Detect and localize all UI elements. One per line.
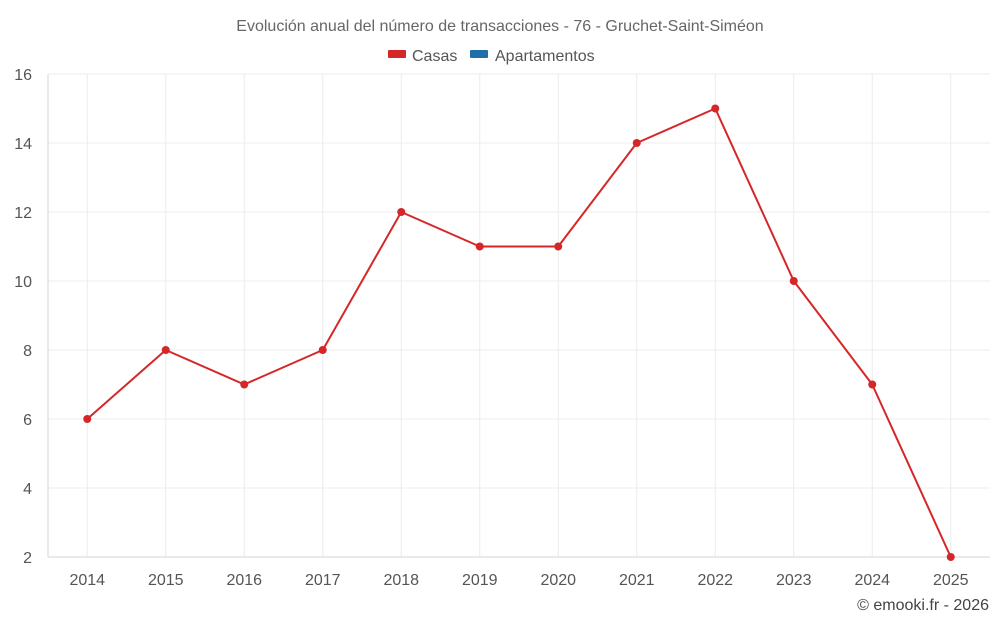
- data-point-casas-2025[interactable]: [946, 553, 955, 561]
- y-tick-label: 16: [14, 67, 32, 84]
- x-tick-label: 2020: [540, 572, 576, 589]
- legend-swatch-casas: [388, 50, 406, 58]
- data-point-casas-2014[interactable]: [83, 415, 92, 423]
- data-point-casas-2022[interactable]: [711, 104, 720, 113]
- series: [83, 104, 955, 561]
- y-tick-label: 4: [23, 481, 32, 498]
- legend-swatch-apartamentos: [470, 50, 488, 58]
- data-point-casas-2018[interactable]: [397, 208, 406, 216]
- data-point-casas-2023[interactable]: [789, 277, 798, 285]
- y-tick-label: 14: [14, 136, 32, 153]
- x-tick-label: 2017: [305, 572, 341, 589]
- y-axis-ticks: 16 14 12 10 8 6 4 2: [14, 67, 32, 567]
- x-axis-ticks: 2014 2015 2016 2017 2018 2019 2020 2021 2022 2023…: [69, 572, 968, 589]
- legend-label-casas: Casas: [412, 48, 457, 65]
- x-tick-label: 2022: [697, 572, 733, 589]
- data-point-casas-2020[interactable]: [554, 242, 563, 251]
- grid: [48, 73, 990, 557]
- x-tick-label: 2018: [383, 572, 419, 589]
- data-point-casas-2017[interactable]: [318, 346, 327, 354]
- x-tick-label: 2023: [776, 572, 812, 589]
- x-tick-label: 2015: [148, 572, 184, 589]
- data-point-casas-2024[interactable]: [868, 380, 877, 389]
- data-point-casas-2019[interactable]: [475, 242, 484, 251]
- x-tick-label: 2014: [69, 572, 105, 589]
- series-line-casas: [86, 107, 952, 558]
- credit-text: © emooki.fr - 2026: [857, 597, 989, 614]
- x-tick-label: 2016: [226, 572, 262, 589]
- x-tick-label: 2024: [854, 572, 890, 589]
- legend-label-apartamentos: Apartamentos: [495, 48, 595, 65]
- chart-title: Evolución anual del número de transaccio…: [236, 18, 763, 35]
- legend-item-apartamentos[interactable]: Apartamentos: [470, 48, 595, 65]
- y-tick-label: 8: [23, 343, 32, 360]
- data-point-casas-2015[interactable]: [161, 346, 170, 354]
- y-tick-label: 2: [23, 550, 32, 567]
- y-tick-label: 12: [14, 205, 32, 222]
- data-point-casas-2016[interactable]: [240, 380, 249, 389]
- axes: [47, 74, 990, 558]
- legend: Casas Apartamentos: [388, 48, 595, 65]
- y-tick-label: 10: [14, 274, 32, 291]
- x-tick-label: 2021: [619, 572, 655, 589]
- data-point-casas-2021[interactable]: [632, 139, 641, 147]
- y-tick-label: 6: [23, 412, 32, 429]
- x-tick-label: 2019: [462, 572, 498, 589]
- x-tick-label: 2025: [933, 572, 969, 589]
- legend-item-casas[interactable]: Casas: [388, 48, 457, 65]
